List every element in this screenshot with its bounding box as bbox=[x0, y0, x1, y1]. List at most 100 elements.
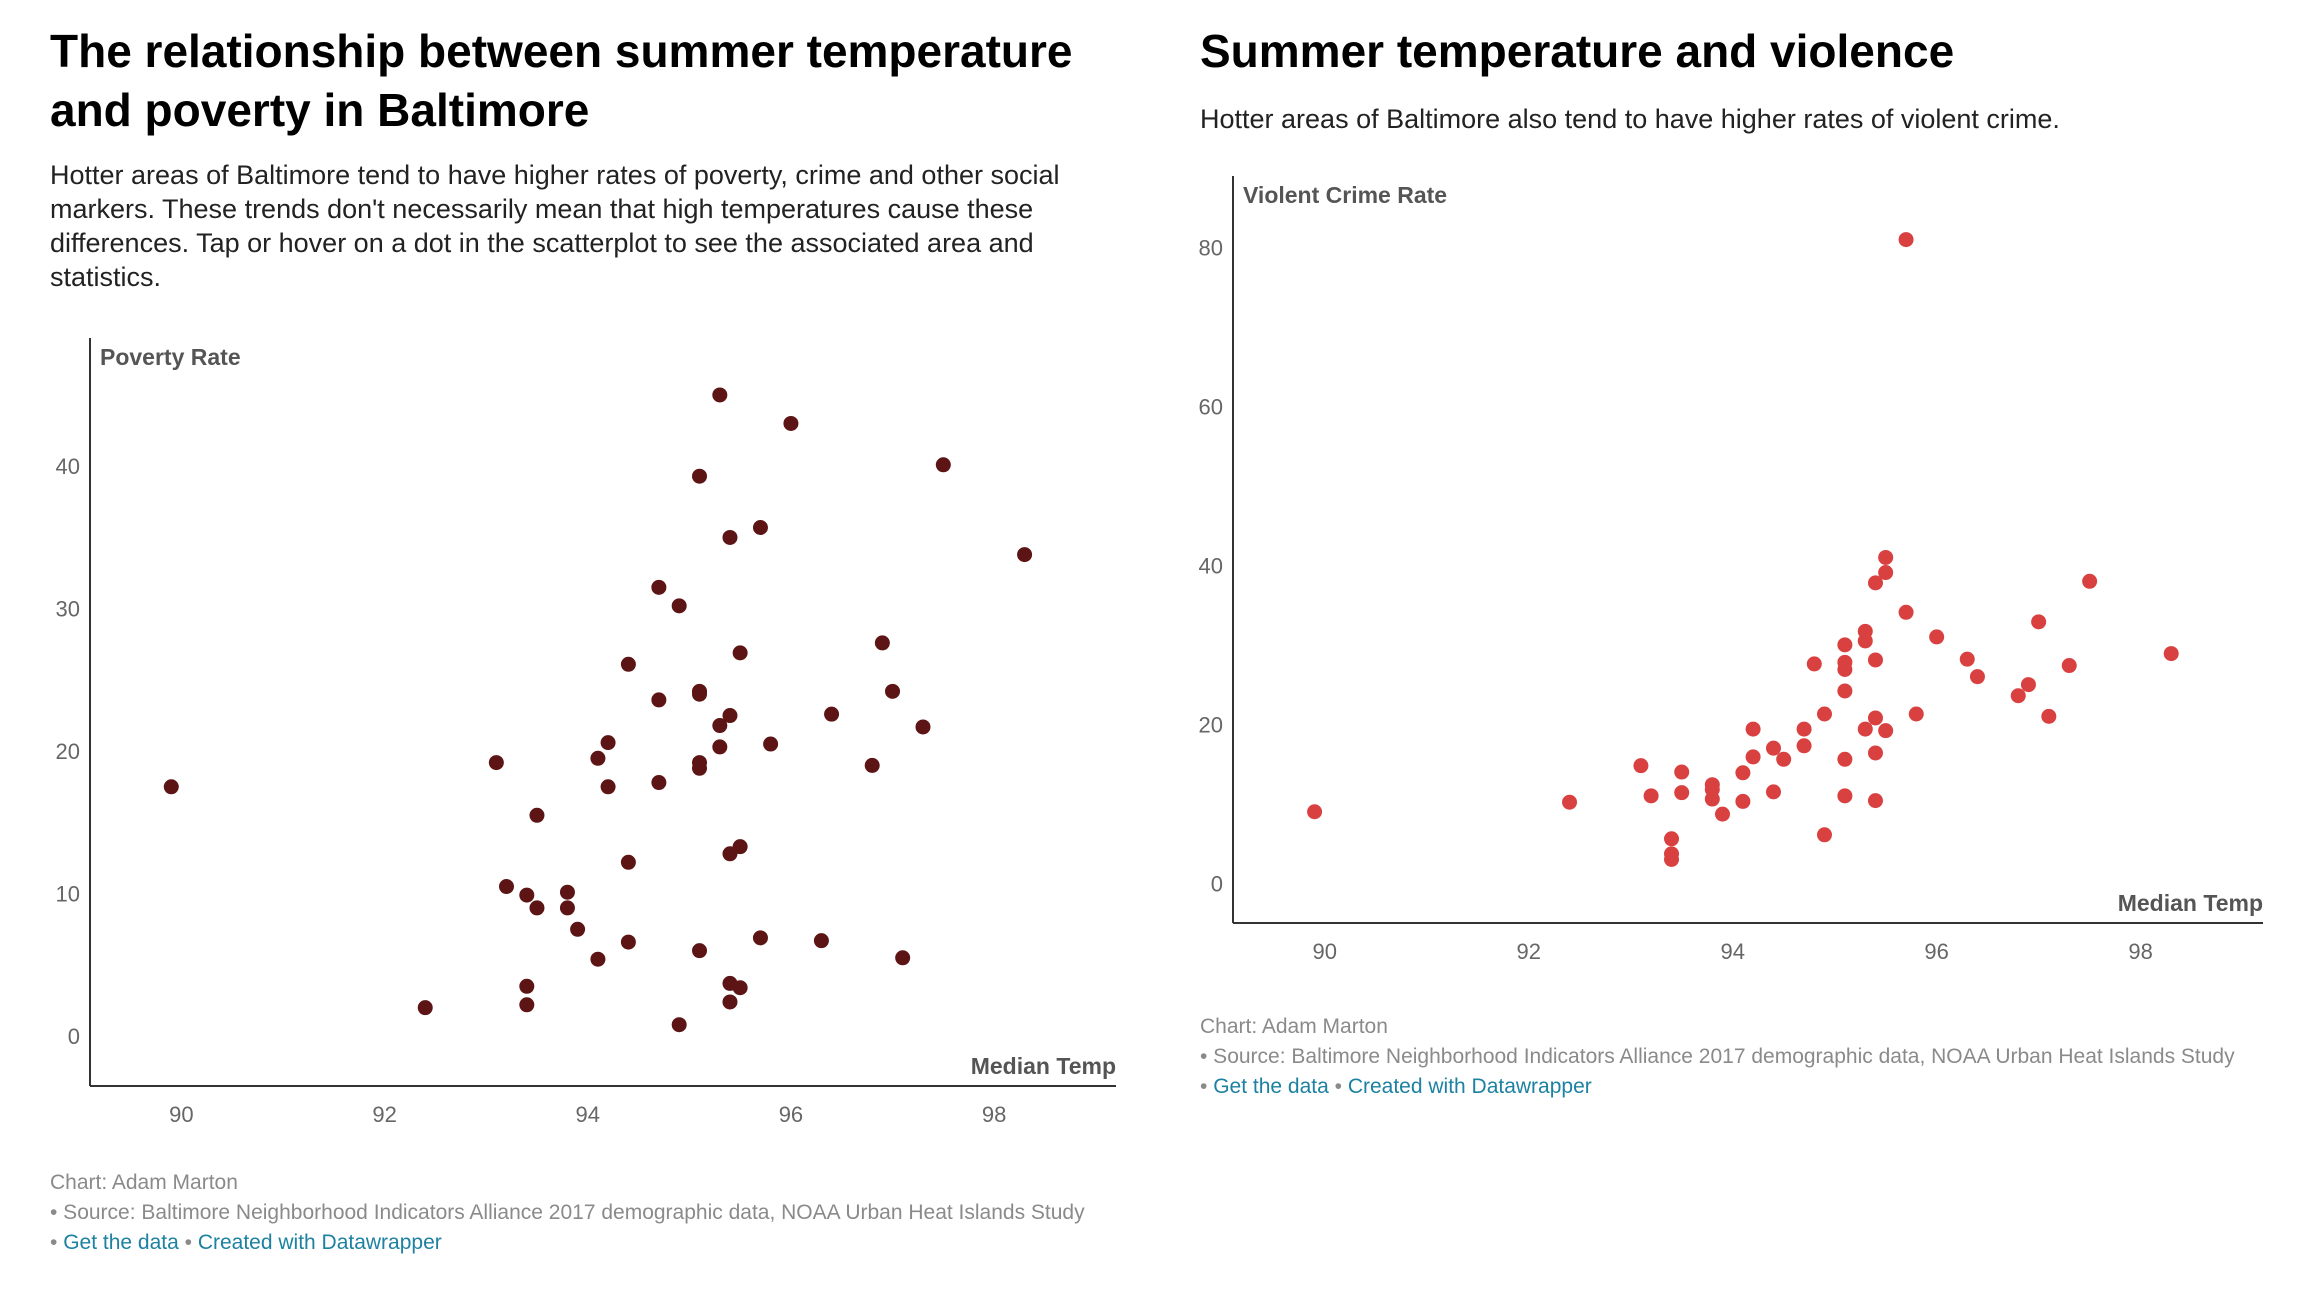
get-data-link[interactable]: Get the data bbox=[63, 1231, 179, 1254]
data-point[interactable] bbox=[1816, 827, 1832, 843]
data-point[interactable] bbox=[1837, 788, 1853, 804]
data-point[interactable] bbox=[885, 683, 901, 699]
data-point[interactable] bbox=[692, 943, 708, 959]
data-point[interactable] bbox=[752, 930, 768, 946]
data-point[interactable] bbox=[1837, 683, 1853, 699]
data-point[interactable] bbox=[722, 529, 738, 545]
data-point[interactable] bbox=[1959, 651, 1975, 667]
data-point[interactable] bbox=[2061, 658, 2077, 674]
data-point[interactable] bbox=[651, 692, 667, 708]
data-point[interactable] bbox=[1765, 740, 1781, 756]
data-point[interactable] bbox=[620, 934, 636, 950]
data-point[interactable] bbox=[1878, 549, 1894, 565]
data-point[interactable] bbox=[498, 879, 514, 895]
data-point[interactable] bbox=[1929, 629, 1945, 645]
data-point[interactable] bbox=[651, 579, 667, 595]
data-point[interactable] bbox=[651, 775, 667, 791]
data-point[interactable] bbox=[1806, 656, 1822, 672]
data-point[interactable] bbox=[1837, 661, 1853, 677]
data-point[interactable] bbox=[519, 997, 535, 1013]
data-point[interactable] bbox=[732, 645, 748, 661]
data-point[interactable] bbox=[1745, 721, 1761, 737]
data-point[interactable] bbox=[1633, 758, 1649, 774]
data-point[interactable] bbox=[763, 736, 779, 752]
data-point[interactable] bbox=[1017, 547, 1033, 563]
data-point[interactable] bbox=[752, 519, 768, 535]
data-point[interactable] bbox=[1898, 604, 1914, 620]
data-point[interactable] bbox=[600, 735, 616, 751]
data-point[interactable] bbox=[783, 415, 799, 431]
data-point[interactable] bbox=[1796, 738, 1812, 754]
get-data-link[interactable]: Get the data bbox=[1213, 1075, 1329, 1098]
data-point[interactable] bbox=[1674, 764, 1690, 780]
data-point[interactable] bbox=[1664, 846, 1680, 862]
data-point[interactable] bbox=[529, 807, 545, 823]
data-point[interactable] bbox=[620, 656, 636, 672]
data-point[interactable] bbox=[1857, 633, 1873, 649]
data-point[interactable] bbox=[1867, 793, 1883, 809]
data-point[interactable] bbox=[1867, 745, 1883, 761]
data-point[interactable] bbox=[1898, 232, 1914, 248]
data-point[interactable] bbox=[1878, 723, 1894, 739]
data-point[interactable] bbox=[813, 933, 829, 949]
data-point[interactable] bbox=[935, 457, 951, 473]
data-point[interactable] bbox=[874, 635, 890, 651]
data-point[interactable] bbox=[722, 708, 738, 724]
data-point[interactable] bbox=[570, 921, 586, 937]
data-point[interactable] bbox=[1969, 669, 1985, 685]
data-point[interactable] bbox=[1643, 788, 1659, 804]
data-point[interactable] bbox=[824, 706, 840, 722]
data-point[interactable] bbox=[692, 686, 708, 702]
data-point[interactable] bbox=[1562, 794, 1578, 810]
data-point[interactable] bbox=[2041, 708, 2057, 724]
data-point[interactable] bbox=[2082, 573, 2098, 589]
data-point[interactable] bbox=[1776, 751, 1792, 767]
data-point[interactable] bbox=[559, 884, 575, 900]
data-point[interactable] bbox=[1765, 784, 1781, 800]
data-point[interactable] bbox=[488, 755, 504, 771]
data-point[interactable] bbox=[1674, 785, 1690, 801]
data-point[interactable] bbox=[712, 718, 728, 734]
data-point[interactable] bbox=[2020, 677, 2036, 693]
data-point[interactable] bbox=[864, 757, 880, 773]
data-point[interactable] bbox=[1837, 637, 1853, 653]
data-point[interactable] bbox=[671, 1017, 687, 1033]
data-point[interactable] bbox=[163, 779, 179, 795]
data-point[interactable] bbox=[620, 854, 636, 870]
data-point[interactable] bbox=[2163, 646, 2179, 662]
data-point[interactable] bbox=[1908, 706, 1924, 722]
data-point[interactable] bbox=[692, 468, 708, 484]
data-point[interactable] bbox=[1715, 806, 1731, 822]
data-point[interactable] bbox=[519, 978, 535, 994]
data-point[interactable] bbox=[1745, 749, 1761, 765]
data-point[interactable] bbox=[732, 839, 748, 855]
data-point[interactable] bbox=[1867, 575, 1883, 591]
data-point[interactable] bbox=[590, 750, 606, 766]
data-point[interactable] bbox=[1837, 751, 1853, 767]
data-point[interactable] bbox=[692, 760, 708, 776]
data-point[interactable] bbox=[1878, 565, 1894, 581]
data-point[interactable] bbox=[895, 950, 911, 966]
data-point[interactable] bbox=[712, 739, 728, 755]
data-point[interactable] bbox=[1857, 721, 1873, 737]
data-point[interactable] bbox=[1867, 652, 1883, 668]
data-point[interactable] bbox=[590, 951, 606, 967]
data-point[interactable] bbox=[559, 900, 575, 916]
data-point[interactable] bbox=[1816, 706, 1832, 722]
data-point[interactable] bbox=[1867, 710, 1883, 726]
data-point[interactable] bbox=[529, 900, 545, 916]
data-point[interactable] bbox=[671, 598, 687, 614]
violence-scatterplot[interactable]: 0 20 40 60 80 90 92 94 96 98 Violent Crime Rate Med… bbox=[1150, 160, 2318, 980]
data-point[interactable] bbox=[732, 980, 748, 996]
data-point[interactable] bbox=[417, 1000, 433, 1016]
data-point[interactable] bbox=[1307, 804, 1323, 820]
data-point[interactable] bbox=[1735, 793, 1751, 809]
data-point[interactable] bbox=[2031, 614, 2047, 630]
data-point[interactable] bbox=[1735, 765, 1751, 781]
data-point[interactable] bbox=[519, 887, 535, 903]
data-point[interactable] bbox=[722, 994, 738, 1010]
data-point[interactable] bbox=[1664, 831, 1680, 847]
datawrapper-link[interactable]: Created with Datawrapper bbox=[1347, 1075, 1592, 1098]
data-point[interactable] bbox=[1796, 721, 1812, 737]
data-point[interactable] bbox=[915, 719, 931, 735]
